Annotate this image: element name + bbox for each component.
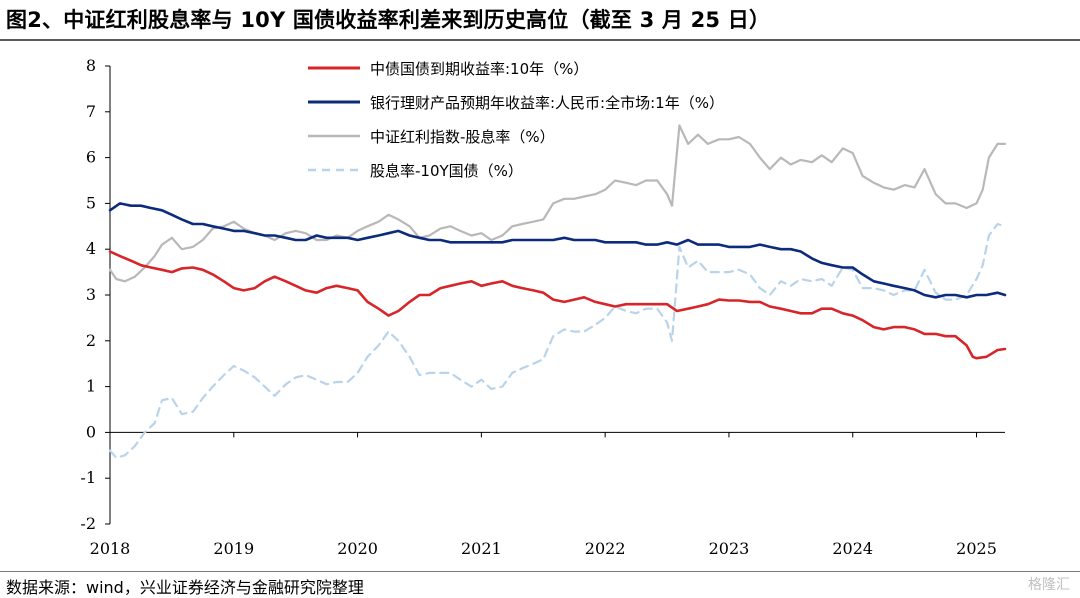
title-divider <box>0 39 1080 41</box>
x-tick-label: 2021 <box>461 539 502 558</box>
series-line-4 <box>108 222 1007 459</box>
x-tick-label: 2020 <box>337 539 378 558</box>
legend-label-3: 中证红利指数-股息率（%） <box>370 128 555 146</box>
axes: 8 7 6 5 4 3 2 1 0 -1 -2 2018 2019 2020 2021 2022 2023 202… <box>80 56 1005 558</box>
source-note: 数据来源：wind，兴业证券经济与金融研究院整理 <box>6 578 364 597</box>
series-line-1 <box>108 250 1007 360</box>
legend-label-1: 中债国债到期收益率:10年（%） <box>370 60 588 78</box>
footer-divider <box>0 571 1080 572</box>
y-tick-label: 2 <box>86 331 96 350</box>
x-tick-label: 2022 <box>585 539 626 558</box>
watermark-text: 格隆汇 <box>1028 577 1070 593</box>
y-tick-label: 3 <box>86 285 96 304</box>
y-tick-label: 4 <box>86 239 96 258</box>
chart-title: 图2、中证红利股息率与 10Y 国债收益率利差来到历史高位（截至 3 月 25 … <box>6 8 771 32</box>
y-tick-label: 5 <box>86 193 96 212</box>
series-line-3 <box>108 124 1007 283</box>
x-tick-label: 2023 <box>709 539 750 558</box>
line-chart: 8 7 6 5 4 3 2 1 0 -1 -2 2018 2019 2020 2021 2022 2023 202… <box>80 56 1007 558</box>
y-tick-label: 0 <box>86 422 96 441</box>
series-lines <box>108 124 1007 459</box>
legend-label-4: 股息率-10Y国债（%） <box>370 162 523 180</box>
y-tick-label: 1 <box>86 377 96 396</box>
series-line-2 <box>108 202 1007 299</box>
x-tick-label: 2025 <box>956 539 997 558</box>
y-tick-label: -1 <box>80 468 96 487</box>
x-tick-label: 2018 <box>90 539 131 558</box>
legend: 中债国债到期收益率:10年（%） 银行理财产品预期年收益率:人民币:全市场:1年（… <box>308 60 724 180</box>
x-tick-label: 2024 <box>832 539 873 558</box>
x-tick-label: 2019 <box>213 539 254 558</box>
y-tick-label: 7 <box>86 102 96 121</box>
y-tick-label: 8 <box>86 56 96 75</box>
legend-label-2: 银行理财产品预期年收益率:人民币:全市场:1年（%） <box>370 94 724 112</box>
y-tick-label: -2 <box>80 514 96 533</box>
y-tick-label: 6 <box>86 148 96 167</box>
